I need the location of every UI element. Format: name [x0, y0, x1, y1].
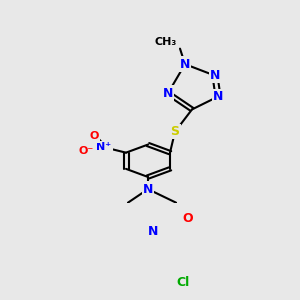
Text: O: O: [183, 212, 193, 225]
Text: CH₃: CH₃: [155, 37, 177, 46]
Text: Cl: Cl: [176, 276, 190, 289]
Text: N: N: [148, 224, 158, 238]
Text: N: N: [143, 183, 153, 196]
Text: N: N: [210, 69, 220, 82]
Text: N: N: [213, 90, 223, 103]
Text: N⁺: N⁺: [96, 142, 112, 152]
Text: N: N: [163, 87, 173, 100]
Text: S: S: [170, 125, 179, 138]
Text: O⁻: O⁻: [78, 146, 94, 156]
Text: N: N: [180, 58, 190, 71]
Text: O: O: [89, 131, 99, 141]
